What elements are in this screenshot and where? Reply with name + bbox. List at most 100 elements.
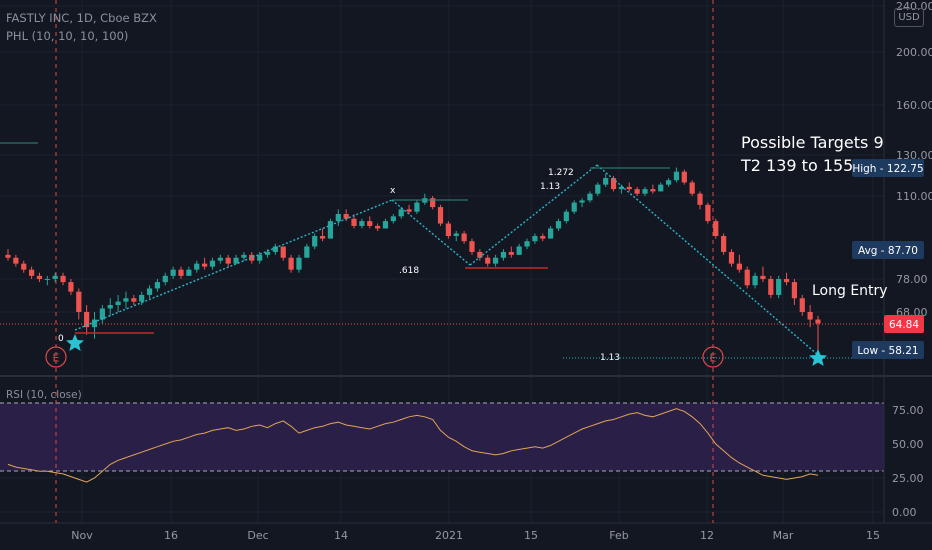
earnings-marker-1[interactable]: E — [45, 346, 67, 368]
rsi-label: RSI (10, close) — [6, 389, 82, 401]
time-tick-label: 15 — [524, 529, 538, 542]
candle — [257, 251, 263, 264]
candle — [335, 209, 341, 226]
fib-label-618: .618 — [399, 266, 419, 276]
candle — [351, 213, 357, 229]
price-tags: High - 122.75 Avg - 87.70 64.84 Low - 58.21 — [852, 159, 924, 359]
candle — [99, 305, 105, 324]
candle — [571, 200, 577, 214]
price-tick-label: 78.00 — [896, 273, 928, 286]
rsi-tick-label: 50.00 — [892, 438, 924, 451]
candle — [390, 213, 396, 224]
candle — [146, 285, 153, 299]
pattern-leg-up-1 — [74, 199, 393, 331]
candle — [807, 305, 813, 328]
time-tick-label: 16 — [164, 529, 178, 542]
candle — [728, 249, 735, 267]
candle — [209, 257, 216, 270]
candle — [532, 233, 538, 244]
candle — [540, 233, 546, 242]
candle — [398, 207, 404, 219]
candle — [272, 243, 278, 255]
fib-label-113-upper: 1.13 — [540, 182, 560, 192]
fib-label-x: x — [390, 186, 396, 196]
currency-button[interactable]: USD — [894, 8, 924, 27]
price-tag: High - 122.75 — [852, 159, 924, 177]
price-tag-label: Low - 58.21 — [857, 345, 918, 357]
candle — [280, 246, 286, 261]
indicator-label: PHL (10, 10, 10, 100) — [6, 29, 129, 43]
candle — [21, 260, 27, 273]
time-tick-label: Feb — [609, 529, 628, 542]
candle — [131, 294, 137, 306]
candle — [744, 266, 750, 289]
star-icon — [809, 349, 827, 366]
price-tick-label: 130.00 — [896, 149, 932, 162]
rsi-line — [7, 408, 819, 483]
price-tick-label: 160.00 — [896, 99, 932, 112]
earnings-marker-2[interactable]: E — [702, 346, 724, 368]
candle — [658, 182, 664, 192]
rsi-axis[interactable]: 75.00 50.00 25.00 0.00 — [892, 404, 924, 519]
candle — [28, 266, 35, 279]
candle — [815, 315, 821, 351]
candle — [768, 275, 774, 299]
price-tag: Avg - 87.70 — [852, 241, 924, 259]
candle — [202, 257, 208, 270]
candle — [327, 218, 334, 239]
candle — [610, 175, 617, 192]
time-tick-label: Nov — [71, 529, 93, 542]
star-icon — [66, 334, 84, 351]
candle — [603, 173, 609, 187]
candle — [516, 243, 522, 255]
candle — [760, 266, 766, 283]
candle — [705, 202, 711, 224]
candle — [430, 196, 436, 210]
candle — [461, 230, 467, 244]
candle — [713, 218, 719, 239]
candle — [241, 251, 247, 261]
candle — [84, 305, 90, 335]
candle — [477, 249, 483, 261]
candle — [524, 238, 530, 250]
candle — [225, 254, 231, 267]
time-axis[interactable]: Nov 16 Dec 14 2021 15 Feb 12 Mar 15 — [71, 529, 880, 542]
candle — [178, 266, 184, 279]
candle — [359, 218, 365, 229]
candle — [736, 254, 742, 273]
candle — [304, 243, 310, 258]
candle — [367, 216, 373, 229]
candle — [44, 275, 50, 286]
time-tick-label: 12 — [700, 529, 714, 542]
targets-line-2: T2 139 to 155 — [740, 156, 853, 175]
candle — [595, 182, 601, 196]
candle — [799, 294, 805, 316]
price-tick-label: 200.00 — [896, 46, 932, 59]
candle — [406, 204, 412, 214]
candle — [642, 186, 648, 196]
candle — [500, 249, 507, 261]
candle — [249, 251, 255, 264]
candle — [123, 291, 129, 309]
candle — [721, 233, 727, 255]
fib-label-113-lower: 1.13 — [600, 353, 620, 363]
candle — [681, 169, 687, 185]
rsi-tick-label: 75.00 — [892, 404, 924, 417]
candle — [60, 272, 66, 286]
candle — [186, 266, 192, 276]
pattern-leg-down-1 — [391, 199, 471, 266]
candle — [689, 180, 695, 196]
candle — [752, 272, 758, 289]
candle — [791, 279, 798, 306]
candle — [665, 178, 672, 187]
candle — [170, 266, 176, 279]
candle — [555, 218, 562, 231]
pattern-leg-up-2 — [469, 164, 598, 266]
candle — [217, 254, 223, 264]
rsi-tick-label: 0.00 — [892, 506, 917, 519]
candle — [579, 198, 585, 208]
fib-label-1272: 1.272 — [548, 168, 574, 178]
candle — [68, 279, 74, 295]
